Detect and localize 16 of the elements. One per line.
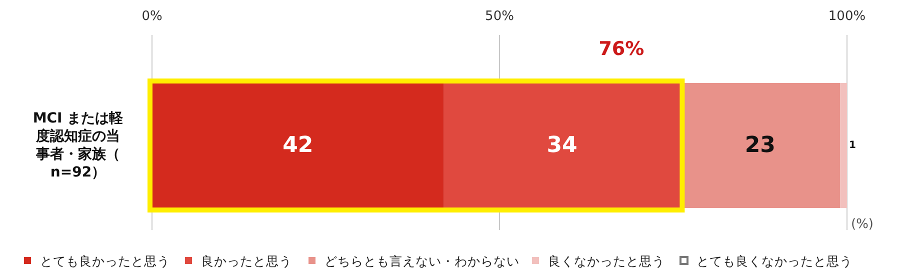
data-label: 23 bbox=[744, 133, 776, 158]
data-label: 34 bbox=[546, 133, 578, 158]
legend-label: 良くなかったと思う bbox=[548, 254, 665, 268]
text: 76% bbox=[598, 38, 644, 60]
x-tick-label: 0% bbox=[142, 9, 162, 24]
legend-label: とても良くなかったと思う bbox=[696, 254, 852, 268]
data-label: 1 bbox=[849, 140, 856, 151]
x-axis-title: (%) bbox=[851, 217, 874, 232]
data-label: 42 bbox=[282, 133, 314, 158]
legend-label: 良かったと思う bbox=[201, 254, 292, 268]
y-tick-label: MCI または軽度認知症の当事者・家族（n=92） bbox=[32, 110, 124, 180]
legend-label: どちらとも言えない・わからない bbox=[324, 254, 520, 268]
x-tick-label: 50% bbox=[485, 9, 514, 24]
bar bbox=[840, 83, 847, 208]
legend-label: とても良かったと思う bbox=[40, 254, 170, 268]
x-tick-label: 100% bbox=[828, 9, 866, 24]
